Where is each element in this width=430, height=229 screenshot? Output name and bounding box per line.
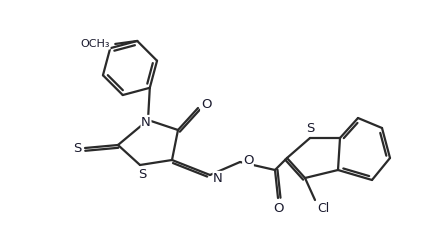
Text: S: S <box>73 142 81 155</box>
Text: S: S <box>138 169 146 182</box>
Text: O: O <box>273 202 283 215</box>
Text: N: N <box>213 172 223 185</box>
Text: O: O <box>201 98 211 112</box>
Text: Cl: Cl <box>317 202 329 215</box>
Text: S: S <box>306 122 314 134</box>
Text: O: O <box>243 153 253 166</box>
Text: N: N <box>141 115 151 128</box>
Text: OCH₃: OCH₃ <box>80 39 110 49</box>
